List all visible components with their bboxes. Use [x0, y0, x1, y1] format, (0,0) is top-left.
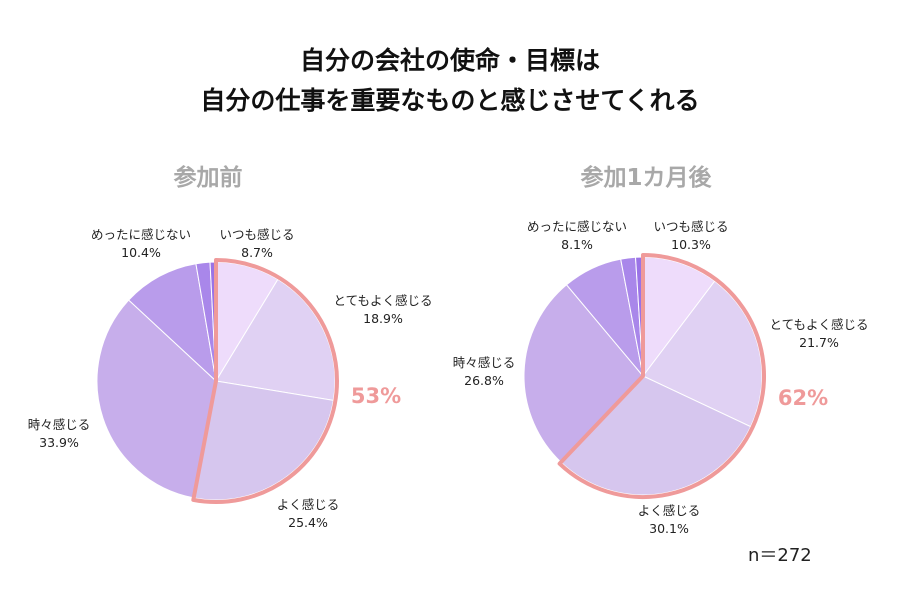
pie-before-label-sometimes-text: 時々感じる — [27, 417, 91, 432]
pie-after-label-very-often-text: とてもよく感じる — [769, 317, 869, 332]
pie-before-slice-very-often — [215, 278, 336, 401]
pie-after-highlight-percent: 62% — [777, 386, 829, 410]
pie-after-label-rarely-value: 8.1% — [561, 237, 593, 252]
pie-before-label-rarely-value: 10.4% — [121, 245, 161, 260]
chart-title-line-1: 自分の会社の使命・目標は — [299, 46, 600, 75]
pie-before-slice-often — [193, 380, 334, 501]
pie-before-slice-sometimes — [96, 299, 217, 499]
pie-after-label-often-value: 30.1% — [649, 521, 689, 536]
pie-before-label-rarely: めったに感じない 10.4% — [91, 226, 191, 262]
pie-before-label-always-value: 8.7% — [241, 245, 273, 260]
pie-after-label-sometimes: 時々感じる 26.8% — [453, 354, 516, 390]
pie-after-label-often-text: よく感じる — [637, 503, 701, 518]
pie-after-slice-often — [560, 375, 752, 496]
pie-after-label-rarely: めったに感じない 8.1% — [527, 218, 627, 254]
pie-before-label-sometimes: 時々感じる 33.9% — [28, 416, 91, 452]
pie-after-label-always: いつも感じる 10.3% — [653, 218, 728, 254]
pie-after-label-always-value: 10.3% — [671, 237, 711, 252]
pie-before-highlight-percent: 53% — [350, 384, 402, 408]
pie-after-label-always-text: いつも感じる — [653, 219, 729, 234]
pie-before — [96, 258, 339, 504]
pie-title-after: 参加1カ月後 — [580, 165, 712, 191]
pie-after-label-sometimes-text: 時々感じる — [452, 355, 516, 370]
pie-after-slice-sometimes — [523, 284, 644, 463]
pie-before-label-often-text: よく感じる — [276, 497, 340, 512]
sample-size: n＝272 — [748, 545, 812, 566]
pie-after-label-sometimes-value: 26.8% — [464, 373, 504, 388]
pie-before-label-rarely-text: めったに感じない — [90, 227, 192, 242]
pie-after — [523, 253, 767, 499]
pie-before-label-often: よく感じる 25.4% — [277, 496, 340, 532]
pie-after-label-very-often: とてもよく感じる 21.7% — [769, 316, 868, 352]
pie-before-label-always: いつも感じる 8.7% — [219, 226, 294, 262]
pie-before-label-very-often-value: 18.9% — [363, 311, 403, 326]
pie-after-label-often: よく感じる 30.1% — [638, 502, 701, 538]
pie-before-label-very-often-text: とてもよく感じる — [333, 293, 433, 308]
pie-after-highlight-outline — [557, 253, 767, 499]
pie-after-label-rarely-text: めったに感じない — [526, 219, 628, 234]
pie-before-slice-rarely — [128, 263, 217, 383]
pie-after-slice-very-often — [642, 280, 763, 428]
chart-title-line-2: 自分の仕事を重要なものと感じさせてくれる — [200, 86, 700, 115]
pie-before-label-often-value: 25.4% — [288, 515, 328, 530]
pie-before-label-sometimes-value: 33.9% — [39, 435, 79, 450]
pie-before-label-always-text: いつも感じる — [219, 227, 295, 242]
pie-before-label-very-often: とてもよく感じる 18.9% — [333, 292, 432, 328]
pie-before-highlight-outline — [191, 258, 339, 504]
pie-after-label-very-often-value: 21.7% — [799, 335, 839, 350]
pie-title-before: 参加前 — [173, 165, 243, 191]
